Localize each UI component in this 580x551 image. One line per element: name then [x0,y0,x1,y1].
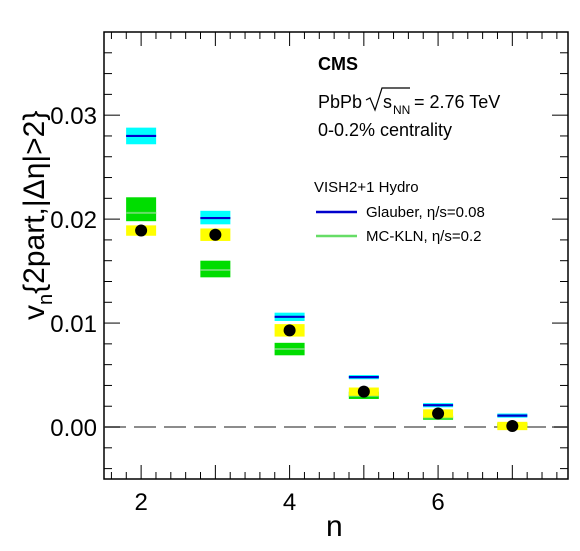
x-axis-title: n [326,510,343,543]
data-point [209,228,222,241]
svg-text:s: s [383,92,392,112]
legend-glauber-label: Glauber, η/s=0.08 [366,204,485,221]
data-point [506,419,519,432]
y-axis-title: vn{2part,|Δη|>2} [18,111,57,320]
axis-ticks: 2 4 6 0.00 0.01 0.02 0.03 [50,31,568,516]
y-tick-label: 0.03 [50,103,97,130]
x-tick-label: 6 [431,489,444,516]
x-tick-label: 4 [283,489,296,516]
data-point [283,324,296,337]
data-point [357,385,370,398]
data-point [135,224,148,237]
legend: VISH2+1 Hydro Glauber, η/s=0.08 MC-KLN, … [314,179,485,245]
x-tick-label: 2 [134,489,147,516]
centrality-label: 0-0.2% centrality [318,120,452,140]
legend-mckln-label: MC-KLN, η/s=0.2 [366,228,481,245]
legend-header: VISH2+1 Hydro [314,179,419,196]
energy-label: = 2.76 TeV [414,92,500,112]
mckln-band [200,260,231,278]
y-tick-label: 0.02 [50,207,97,234]
sqrt-snn-symbol: s NN [365,87,410,117]
chart-title: CMS [318,54,358,74]
mckln-band [126,197,157,222]
data-marks [126,127,528,432]
svg-text:vn{2part,|Δη|>2}: vn{2part,|Δη|>2} [18,111,57,320]
svg-text:NN: NN [393,103,410,117]
data-point [432,407,445,420]
y-tick-label: 0.00 [50,415,97,442]
y-tick-label: 0.01 [50,311,97,338]
system-label: PbPb [318,92,362,112]
plot-frame [103,31,569,480]
